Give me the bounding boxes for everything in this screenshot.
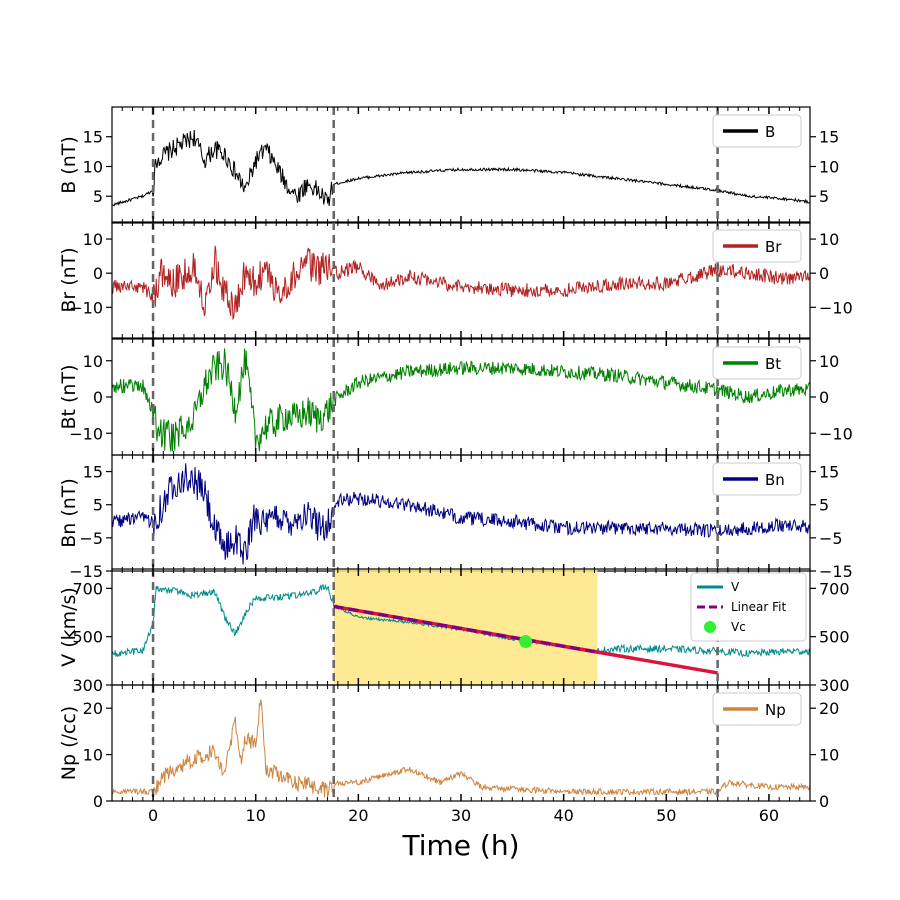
legend-swatch [704,621,716,633]
y-tick-label-left: −15 [69,562,103,581]
y-tick-label-right: −10 [819,424,853,443]
y-tick-label-right: −5 [819,529,843,548]
legend-label: Bn [765,471,785,489]
y-tick-label-right: −15 [819,562,853,581]
y-tick-label-left: 15 [83,128,103,147]
y-tick-label-right: 0 [819,264,829,283]
y-tick-label-right: 0 [819,792,829,811]
y-tick-label-right: 500 [819,628,850,647]
y-tick-label-right: 10 [819,352,839,371]
vc-point [519,635,533,648]
legend-label: V [731,580,740,594]
y-tick-label-right: 5 [819,187,829,206]
legend-box [690,572,807,642]
legend-label: Bt [765,355,781,373]
series-line-np [112,699,810,799]
panel-frame [111,454,811,572]
y-tick-label-left: 700 [72,579,103,598]
x-tick-label: 40 [553,806,573,825]
x-tick-label: 20 [348,806,368,825]
legend-label: B [765,123,775,141]
y-tick-label-right: 300 [819,676,850,695]
x-axis-label: Time (h) [401,829,519,862]
y-axis-label: Bt (nT) [58,365,80,430]
y-tick-label-right: 15 [819,128,839,147]
y-tick-label-right: 20 [819,699,839,718]
x-tick-label: 0 [148,806,158,825]
y-axis-label: Br (nT) [58,247,80,312]
y-tick-label-right: 0 [819,388,829,407]
y-tick-label-left: 20 [83,699,103,718]
y-tick-label-right: 10 [819,157,839,176]
legend-label: Vc [731,620,746,634]
series-line-bt [112,348,810,452]
x-tick-label: 30 [451,806,471,825]
y-tick-label-right: 10 [819,230,839,249]
y-axis-label: Np (/cc) [58,706,80,780]
legend-label: Br [765,238,782,256]
y-axis-label: Bn (nT) [58,478,80,548]
y-tick-label-left: −10 [69,298,103,317]
y-tick-label-right: 10 [819,746,839,765]
panel-frame [111,106,811,224]
y-tick-label-left: 300 [72,676,103,695]
y-tick-label-left: 0 [93,264,103,283]
legend-label: Np [765,701,786,719]
y-tick-label-left: −5 [79,529,103,548]
y-axis-label: V (km/s) [58,587,80,667]
y-tick-label-left: 10 [83,746,103,765]
y-tick-label-left: 15 [83,463,103,482]
y-tick-label-left: 5 [93,187,103,206]
y-tick-label-left: 10 [83,230,103,249]
y-tick-label-right: 5 [819,496,829,515]
y-tick-label-left: 0 [93,388,103,407]
x-tick-label: 60 [759,806,779,825]
y-tick-label-left: 5 [93,496,103,515]
y-tick-label-left: 0 [93,792,103,811]
series-line-b [112,129,810,207]
y-tick-label-right: 700 [819,579,850,598]
y-tick-label-left: −10 [69,424,103,443]
y-tick-label-left: 500 [72,628,103,647]
panel-frame [111,684,811,802]
x-tick-label: 10 [246,806,266,825]
y-axis-label: B (nT) [58,136,80,194]
y-tick-label-right: 15 [819,463,839,482]
y-tick-label-left: 10 [83,157,103,176]
series-line-br [112,245,810,321]
y-tick-label-right: −10 [819,298,853,317]
y-tick-label-left: 10 [83,352,103,371]
legend-label: Linear Fit [731,600,786,614]
x-tick-label: 50 [656,806,676,825]
series-line-bn [112,463,810,565]
fit-region-shading [333,569,598,685]
